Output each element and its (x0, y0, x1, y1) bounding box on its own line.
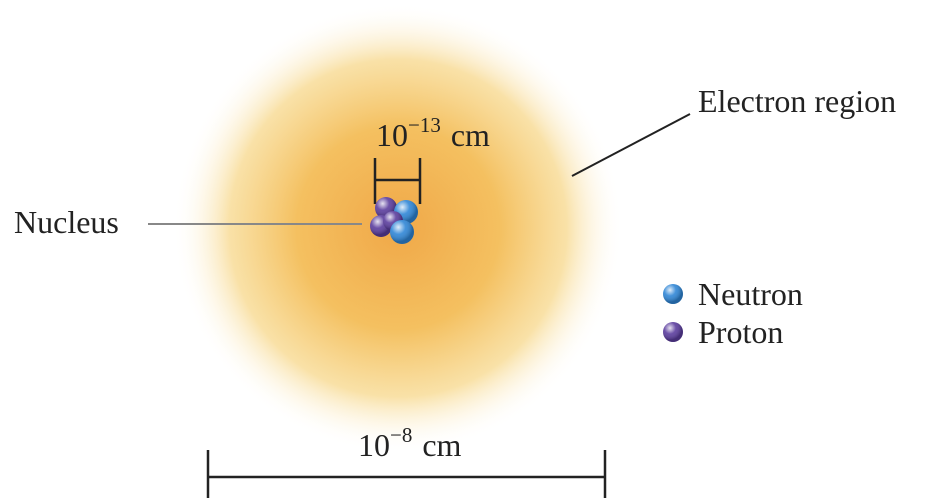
particle-shine (390, 220, 414, 244)
atom-scale-bar (208, 450, 605, 498)
exponent: −8 (390, 423, 412, 447)
particle-shine (663, 322, 683, 342)
atom-diagram: Electron region Nucleus 10−13cm NeutronP… (0, 0, 948, 498)
particle-shine (663, 284, 683, 304)
exponent: −13 (408, 113, 441, 137)
unit: cm (422, 427, 461, 463)
electron-region-label: Electron region (698, 83, 896, 119)
unit: cm (451, 117, 490, 153)
legend-label: Proton (698, 314, 783, 350)
page: Electron region Nucleus 10−13cm NeutronP… (0, 0, 948, 498)
base: 10 (376, 117, 408, 153)
legend-label: Neutron (698, 276, 803, 312)
base: 10 (358, 427, 390, 463)
atom-scale-label: 10−8 cm (358, 423, 462, 463)
nucleus-label: Nucleus (14, 204, 119, 240)
